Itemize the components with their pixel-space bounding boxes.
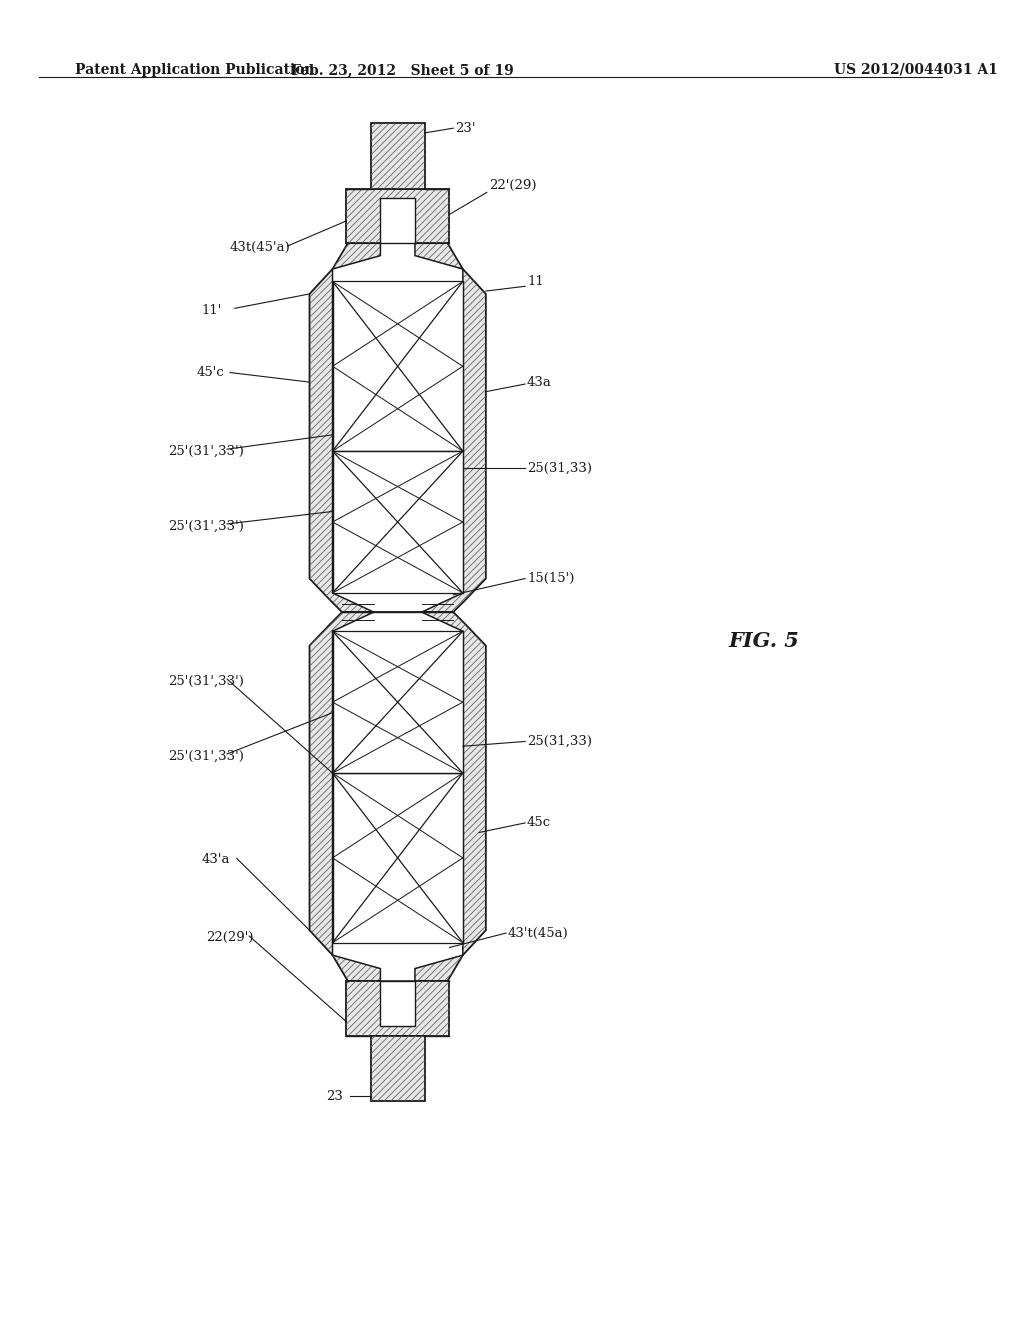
Text: FIG. 5: FIG. 5 (728, 631, 799, 651)
Text: Patent Application Publication: Patent Application Publication (75, 63, 314, 77)
Polygon shape (371, 123, 425, 189)
Text: Feb. 23, 2012   Sheet 5 of 19: Feb. 23, 2012 Sheet 5 of 19 (291, 63, 514, 77)
Text: 43't(45a): 43't(45a) (508, 927, 568, 940)
Polygon shape (381, 981, 415, 1026)
Text: 15(15'): 15(15') (527, 572, 574, 585)
Text: 45c: 45c (527, 816, 551, 829)
Polygon shape (371, 1036, 425, 1101)
Bar (333, 281, 463, 451)
Text: 43t(45'a): 43t(45'a) (230, 242, 291, 255)
Text: 25'(31',33'): 25'(31',33') (168, 519, 244, 532)
Polygon shape (381, 198, 415, 243)
Polygon shape (333, 612, 463, 981)
Polygon shape (309, 243, 485, 612)
Bar (333, 451, 463, 593)
Polygon shape (333, 243, 463, 612)
Text: 45'c: 45'c (197, 366, 224, 379)
Text: 25'(31',33'): 25'(31',33') (168, 750, 244, 763)
Polygon shape (309, 612, 485, 981)
Text: 25(31,33): 25(31,33) (527, 735, 592, 748)
Text: 23: 23 (326, 1089, 343, 1102)
Polygon shape (346, 981, 450, 1036)
Text: 23': 23' (456, 121, 476, 135)
Polygon shape (346, 189, 450, 243)
Text: 25'(31',33'): 25'(31',33') (168, 675, 244, 688)
Text: 25'(31',33'): 25'(31',33') (168, 445, 244, 458)
Bar (333, 631, 463, 774)
Bar (333, 774, 463, 942)
Text: US 2012/0044031 A1: US 2012/0044031 A1 (834, 63, 997, 77)
Text: 22'(29): 22'(29) (488, 180, 537, 193)
Text: 11': 11' (202, 304, 221, 317)
Text: 11: 11 (527, 275, 544, 288)
Text: 43a: 43a (527, 376, 552, 388)
Text: 25(31,33): 25(31,33) (527, 462, 592, 475)
Text: 22(29'): 22(29') (206, 932, 254, 944)
Text: 43'a: 43'a (202, 853, 229, 866)
